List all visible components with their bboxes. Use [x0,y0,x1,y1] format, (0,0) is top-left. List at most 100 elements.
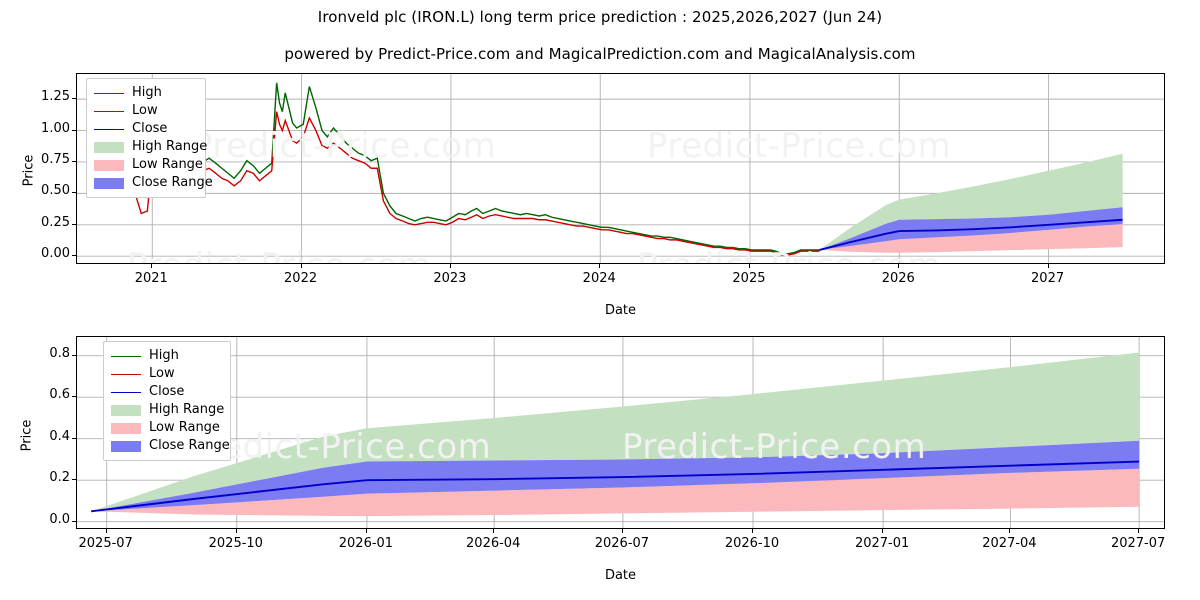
x-axis-tick-label: 2024 [582,271,616,286]
legend-item-close-range: Close Range [111,437,230,455]
y-axis-tick-mark [72,98,76,100]
y-axis-tick-mark [72,437,76,439]
x-axis-tick-mark [493,529,495,533]
y-axis-tick-label: 0.6 [49,387,70,403]
x-axis-tick-label: 2023 [433,271,467,286]
x-axis-tick-label: 2026 [881,271,915,286]
x-axis-tick-mark [151,264,153,268]
x-axis-tick-mark [449,264,451,268]
legend-patch-swatch [94,159,124,171]
y-axis-tick-mark [72,129,76,131]
y-axis-tick-label: 0.25 [41,214,70,230]
legend-patch-swatch [111,422,141,434]
legend-item-high-range: High Range [94,138,207,156]
legend-label: Low [149,366,175,381]
x-axis-tick-mark [1047,264,1049,268]
legend-label: Low Range [132,157,203,172]
bottom-chart-legend: High Low Close High Range Low Range Close Ran… [103,341,231,461]
legend-label: High Range [132,139,208,154]
x-axis-tick-mark [748,264,750,268]
x-axis-tick-mark [1138,529,1140,533]
legend-item-low-range: Low Range [111,419,222,437]
x-axis-tick-mark [235,529,237,533]
legend-item-close: Close [111,383,222,401]
legend-item-high-range: High Range [111,401,225,419]
legend-patch-swatch [94,177,124,189]
y-axis-tick-label: 0.4 [49,428,70,444]
legend-label: Low Range [149,420,220,435]
chart-title: Ironveld plc (IRON.L) long term price pr… [317,8,883,26]
x-axis-tick-label: 2025 [732,271,766,286]
x-axis-tick-mark [898,264,900,268]
legend-label: High Range [149,402,225,417]
x-axis-tick-label: 2022 [284,271,318,286]
legend-line-swatch [94,92,124,94]
top-chart-plot-area: Predict-Price.com Predict-Price.com Pred… [76,73,1165,264]
x-axis-tick-label: 2027-01 [854,536,910,551]
y-axis-tick-label: 0.8 [49,345,70,361]
legend-item-low-range: Low Range [94,156,203,174]
legend-label: Close [149,384,185,399]
legend-patch-swatch [94,141,124,153]
x-axis-tick-label: 2025-07 [78,536,133,551]
x-axis-tick-mark [300,264,302,268]
x-axis-tick-label: 2026-10 [724,536,780,551]
x-axis-tick-label: 2026-01 [338,536,394,551]
legend-patch-swatch [111,440,141,452]
bottom-chart-plot-area: Predict-Price.com Predict-Price.com [76,336,1165,529]
y-axis-tick-mark [72,520,76,522]
legend-line-swatch [111,355,141,357]
chart-subtitle: powered by Predict-Price.com and Magical… [284,45,916,63]
legend-label: Low [132,103,158,118]
legend-patch-swatch [111,404,141,416]
x-axis-tick-mark [621,529,623,533]
legend-label: High [132,85,162,100]
x-axis-tick-label: 2025-10 [208,536,263,551]
x-axis-tick-mark [752,529,754,533]
y-axis-tick-mark [72,223,76,225]
x-axis-tick-mark [599,264,601,268]
legend-line-swatch [94,110,124,112]
y-axis-tick-label: 1.00 [41,120,70,136]
legend-item-low: Low [111,365,222,383]
y-axis-tick-label: 1.25 [41,89,70,105]
legend-label: High [149,348,179,363]
legend-label: Close Range [149,438,230,453]
y-axis-tick-label: 0.2 [49,470,70,486]
legend-item-high: High [94,84,197,102]
y-axis-tick-mark [72,479,76,481]
y-axis-tick-mark [72,354,76,356]
bottom-chart-svg [77,337,1164,528]
x-axis-tick-mark [882,529,884,533]
legend-line-swatch [94,128,124,130]
legend-line-swatch [111,391,141,393]
legend-item-low: Low [94,102,197,120]
y-axis-tick-mark [72,192,76,194]
y-axis-tick-label: 0.00 [41,246,70,262]
y-axis-tick-label: 0.0 [49,511,70,527]
x-axis-tick-mark [1009,529,1011,533]
x-axis-tick-label: 2027-04 [982,536,1037,551]
x-axis-tick-label: 2027 [1031,271,1065,286]
legend-label: Close Range [132,175,213,190]
x-axis-tick-label: 2026-04 [466,536,521,551]
top-chart-legend: High Low Close High Range Low Range Close Ran… [86,78,213,198]
bottom-chart-xlabel: Date [604,568,637,583]
y-axis-tick-label: 0.75 [41,151,70,167]
x-axis-tick-mark [365,529,367,533]
top-chart-svg [77,74,1164,263]
legend-item-high: High [111,347,222,365]
y-axis-tick-mark [72,255,76,257]
x-axis-tick-label: 2021 [134,271,168,286]
x-axis-tick-mark [105,529,107,533]
legend-item-close: Close [94,120,197,138]
x-axis-tick-label: 2026-07 [594,536,650,551]
y-axis-tick-mark [72,160,76,162]
y-axis-tick-label: 0.50 [41,183,70,199]
legend-item-close-range: Close Range [94,174,213,192]
legend-label: Close [132,121,168,136]
y-axis-tick-mark [72,396,76,398]
legend-line-swatch [111,373,141,375]
x-axis-tick-label: 2027-07 [1110,536,1166,551]
